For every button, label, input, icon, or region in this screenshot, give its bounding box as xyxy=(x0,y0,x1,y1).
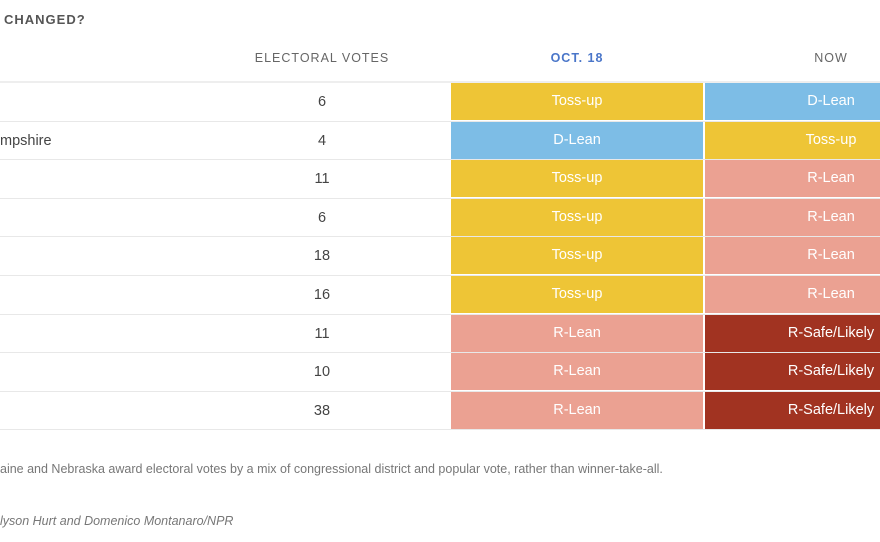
electoral-votes: 38 xyxy=(313,402,331,419)
table-row: mpshire 4 D-Lean Toss-up xyxy=(0,121,880,161)
rating-now: R-Lean xyxy=(705,276,880,313)
table-row: 38 R-Lean R-Safe/Likely xyxy=(0,391,880,431)
footnote: aine and Nebraska award electoral votes … xyxy=(0,462,663,476)
rating-oct18: Toss-up xyxy=(451,237,703,275)
electoral-votes: 6 xyxy=(317,94,327,110)
table-row: 10 R-Lean R-Safe/Likely xyxy=(0,353,880,392)
rating-now: R-Safe/Likely xyxy=(705,353,880,391)
rating-now: R-Safe/Likely xyxy=(705,391,880,429)
rating-oct18: Toss-up xyxy=(451,198,703,236)
rating-now: D-Lean xyxy=(705,83,880,120)
electoral-votes: 4 xyxy=(317,132,327,149)
rating-now: R-Lean xyxy=(705,160,880,198)
table-row: 6 Toss-up D-Lean xyxy=(0,83,880,122)
table-row: 11 R-Lean R-Safe/Likely xyxy=(0,314,880,354)
table-row: 16 Toss-up R-Lean xyxy=(0,276,880,315)
rating-oct18: R-Lean xyxy=(451,391,703,429)
table-row: 6 Toss-up R-Lean xyxy=(0,198,880,238)
rating-oct18: Toss-up xyxy=(451,160,703,198)
header-now: NOW xyxy=(814,51,848,65)
electoral-votes: 6 xyxy=(317,209,327,226)
table-row: 18 Toss-up R-Lean xyxy=(0,237,880,276)
rating-now: R-Lean xyxy=(705,237,880,275)
table-title: CHANGED? xyxy=(4,12,86,27)
header-oct18: OCT. 18 xyxy=(550,51,604,65)
rating-now: R-Safe/Likely xyxy=(705,314,880,352)
rating-oct18: R-Lean xyxy=(451,314,703,352)
rating-now: R-Lean xyxy=(705,198,880,236)
rating-oct18: Toss-up xyxy=(451,83,703,120)
electoral-votes: 11 xyxy=(314,171,330,188)
header-electoral-votes: ELECTORAL VOTES xyxy=(254,51,390,65)
credit: lyson Hurt and Domenico Montanaro/NPR xyxy=(0,514,234,528)
rating-oct18: D-Lean xyxy=(451,121,703,159)
table-row: 11 Toss-up R-Lean xyxy=(0,160,880,199)
state-name: mpshire xyxy=(0,132,52,149)
electoral-votes: 16 xyxy=(313,287,331,303)
electoral-votes: 11 xyxy=(314,325,330,342)
rating-oct18: Toss-up xyxy=(451,276,703,313)
electoral-votes: 18 xyxy=(313,248,331,265)
rating-now: Toss-up xyxy=(705,121,880,159)
header-divider xyxy=(0,81,880,83)
electoral-votes: 10 xyxy=(313,364,331,381)
rating-oct18: R-Lean xyxy=(451,353,703,391)
